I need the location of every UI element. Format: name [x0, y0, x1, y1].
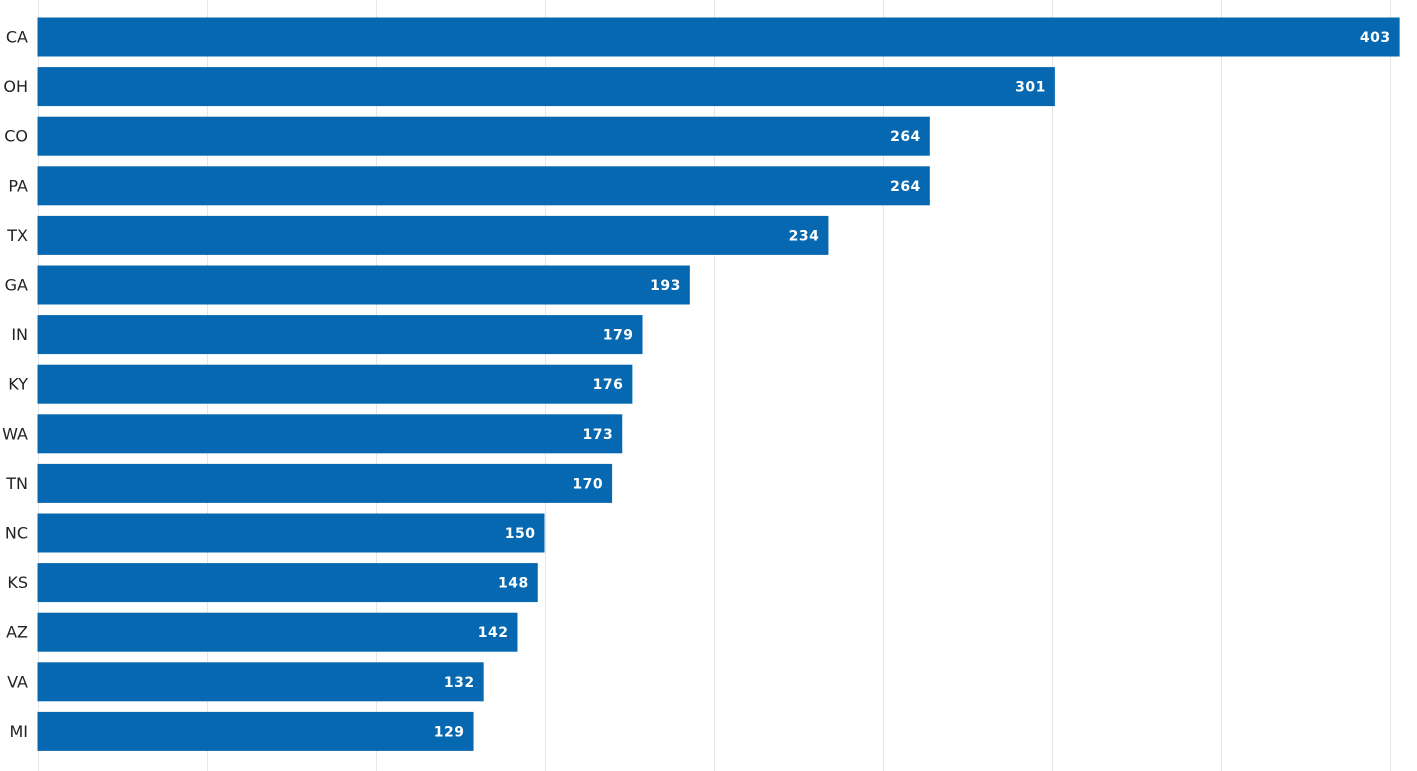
category-label-tx: TX	[6, 226, 28, 245]
value-label-va: 132	[444, 675, 475, 691]
value-label-co: 264	[890, 129, 921, 145]
category-label-pa: PA	[8, 176, 28, 195]
value-label-ga: 193	[650, 278, 681, 294]
category-label-mi: MI	[9, 722, 28, 741]
category-label-tn: TN	[5, 474, 28, 493]
category-labels: CA OH CO PA TX GA IN KY WA TN NC KS AZ VA MI	[2, 28, 28, 741]
category-label-ga: GA	[5, 276, 28, 295]
value-label-oh: 301	[1015, 80, 1046, 96]
category-label-ca: CA	[6, 28, 28, 47]
category-label-wa: WA	[2, 424, 28, 443]
value-labels: 403 301 264 264 234 193 179 176 173 170 150 148 142 1…	[434, 30, 1391, 740]
category-label-va: VA	[7, 672, 28, 691]
value-label-az: 142	[478, 625, 509, 641]
category-label-in: IN	[11, 325, 28, 344]
category-label-co: CO	[4, 127, 28, 146]
bar-va[interactable]	[37, 662, 484, 702]
value-label-pa: 264	[890, 179, 921, 195]
bar-in[interactable]	[37, 315, 643, 355]
category-label-oh: OH	[3, 77, 28, 96]
bar-tx[interactable]	[37, 215, 829, 255]
bar-az[interactable]	[37, 612, 518, 652]
bar-co[interactable]	[37, 116, 930, 156]
bar-wa[interactable]	[37, 414, 623, 454]
category-label-az: AZ	[6, 623, 28, 642]
value-label-ky: 176	[593, 377, 624, 393]
category-label-nc: NC	[5, 524, 28, 543]
bar-ca[interactable]	[37, 17, 1400, 57]
bar-tn[interactable]	[37, 463, 613, 503]
value-label-mi: 129	[434, 724, 465, 740]
value-label-tx: 234	[789, 228, 820, 244]
bars-layer	[37, 17, 1400, 751]
bar-ga[interactable]	[37, 265, 690, 305]
bar-mi[interactable]	[37, 711, 474, 751]
value-label-tn: 170	[572, 476, 603, 492]
value-label-nc: 150	[505, 526, 536, 542]
bar-oh[interactable]	[37, 67, 1055, 107]
bar-nc[interactable]	[37, 513, 545, 553]
bar-ks[interactable]	[37, 563, 538, 603]
value-label-ks: 148	[498, 576, 529, 592]
value-label-in: 179	[603, 328, 634, 344]
bar-ky[interactable]	[37, 364, 633, 404]
category-label-ky: KY	[8, 375, 28, 394]
bar-pa[interactable]	[37, 166, 930, 206]
value-label-ca: 403	[1360, 30, 1391, 46]
value-label-wa: 173	[583, 427, 614, 443]
category-label-ks: KS	[7, 573, 28, 592]
